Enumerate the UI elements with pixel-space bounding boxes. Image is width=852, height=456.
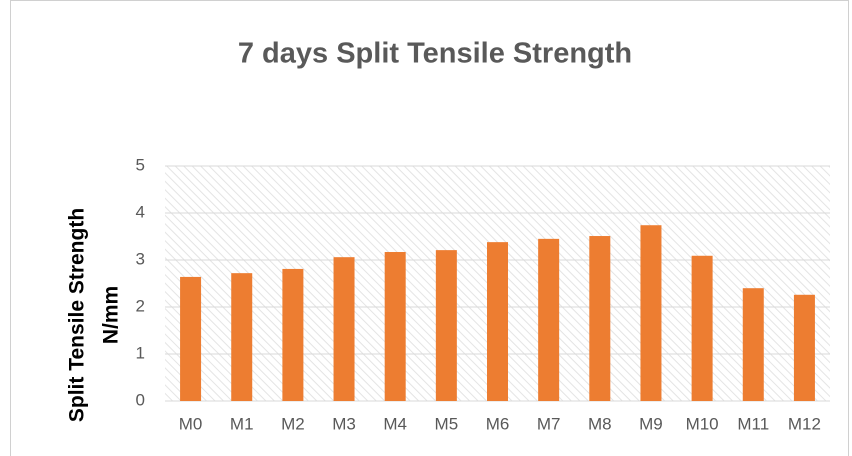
chart-title: 7 days Split Tensile Strength (238, 38, 632, 70)
x-tick-label: M6 (486, 414, 510, 433)
x-tick-label: M11 (737, 414, 769, 433)
bar (282, 268, 304, 401)
bar (180, 276, 202, 401)
x-tick-label: M9 (639, 414, 663, 433)
x-tick-label: M7 (537, 414, 561, 433)
x-tick-label: M0 (179, 414, 203, 433)
bar (742, 288, 764, 401)
x-tick-label: M5 (435, 414, 459, 433)
bar (487, 242, 508, 401)
bar (384, 252, 406, 401)
y-axis-label: N/mm (100, 286, 123, 344)
bar (538, 238, 560, 401)
bar (589, 236, 611, 401)
bar (691, 255, 713, 401)
y-tick-label: 0 (136, 390, 145, 409)
x-tick-label: M12 (788, 414, 821, 433)
bar (793, 294, 815, 401)
x-tick-label: M4 (383, 414, 407, 433)
x-tick-label: M10 (686, 414, 719, 433)
y-tick-label: 2 (136, 296, 145, 315)
bar (435, 250, 457, 401)
y-tick-label: 5 (136, 155, 145, 174)
x-tick-label: M3 (332, 414, 356, 433)
x-tick-label: M1 (230, 414, 254, 433)
bar (231, 273, 253, 401)
y-tick-label: 4 (136, 202, 145, 221)
y-tick-label: 3 (136, 249, 145, 268)
y-axis-label: Split Tensile Strength (66, 208, 89, 422)
y-tick-label: 1 (136, 343, 145, 362)
x-tick-label: M2 (281, 414, 305, 433)
bar (333, 257, 355, 401)
x-tick-label: M8 (588, 414, 612, 433)
bar (640, 225, 662, 401)
